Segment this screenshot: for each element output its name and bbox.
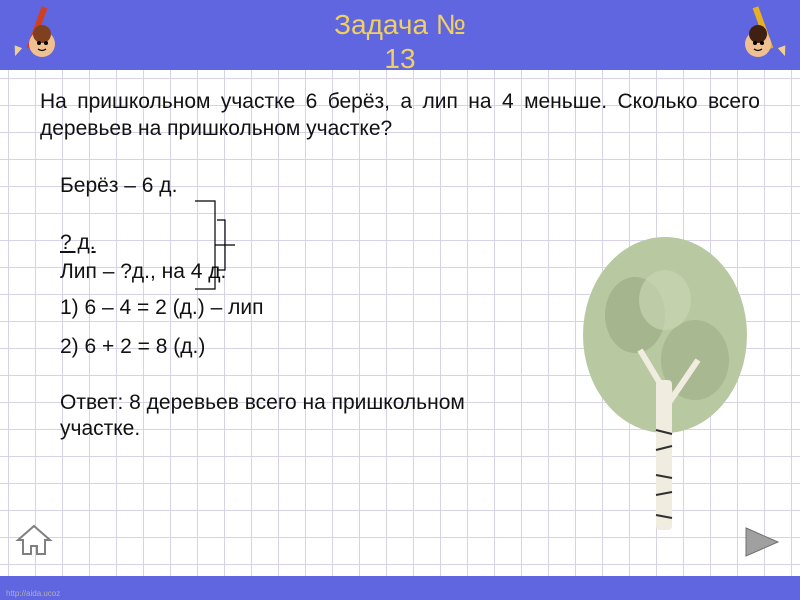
- nav-next-button[interactable]: [742, 524, 786, 560]
- answer-text: Ответ: 8 деревьев всего на пришкольном у…: [60, 390, 490, 443]
- header-bar: Задача № 13: [0, 0, 800, 70]
- solution-step-2: 2) 6 + 2 = 8 (д.): [60, 332, 760, 361]
- corner-decoration-left: [0, 0, 60, 70]
- given-line-2b: Лип – ?д., на 4 д.: [60, 257, 760, 286]
- nav-home-button[interactable]: [14, 520, 54, 560]
- solution-step-1: 1) 6 – 4 = 2 (д.) – лип: [60, 293, 760, 322]
- page-title: Задача № 13: [334, 8, 466, 75]
- problem-text: На пришкольном участке 6 берёз, а лип на…: [40, 88, 760, 143]
- given-line-1: Берёз – 6 д.: [60, 171, 760, 200]
- title-line1: Задача №: [334, 9, 466, 40]
- content-area: На пришкольном участке 6 берёз, а лип на…: [0, 70, 800, 576]
- footer-bar: [0, 576, 800, 600]
- credit-text: http://aida.ucoz: [6, 589, 60, 598]
- given-block: Берёз – 6 д. ? д. Лип – ?д., на 4 д. 1) …: [60, 171, 760, 362]
- corner-decoration-right: [740, 0, 800, 70]
- title-line2: 13: [384, 43, 415, 74]
- given-line-2a: ? д.: [60, 228, 760, 257]
- bracket-outer: [195, 195, 245, 295]
